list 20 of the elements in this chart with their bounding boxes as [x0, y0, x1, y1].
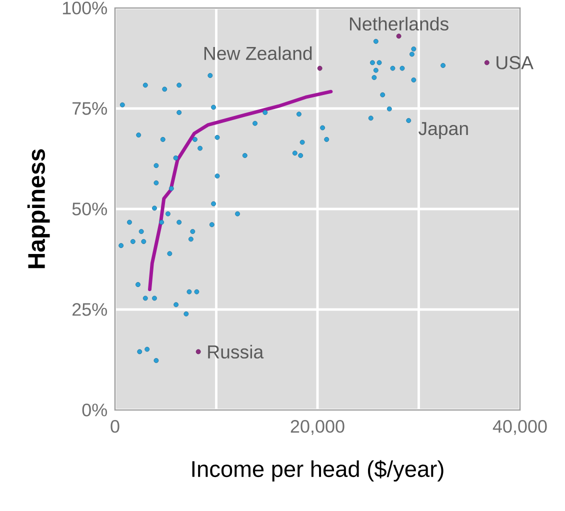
- annotation: Netherlands: [350, 16, 448, 31]
- line-series: [148, 90, 333, 292]
- point: [196, 349, 201, 354]
- y-axis-title: Happiness: [27, 149, 50, 268]
- x-tick-label: 0: [110, 420, 120, 433]
- point: [484, 60, 490, 66]
- x-tick-label: 40,000: [492, 420, 547, 435]
- annotation: USA: [496, 56, 534, 70]
- y-tick-label: 50%: [72, 202, 107, 216]
- y-tick-label: 25%: [72, 303, 107, 316]
- y-tick-label: 0%: [82, 404, 107, 416]
- annotation: Japan: [418, 122, 468, 139]
- annotation: New Zealand: [204, 46, 312, 60]
- x-axis-title: Income per head ($/year): [192, 460, 444, 482]
- y-tick-label: 100%: [62, 2, 107, 14]
- point: [317, 66, 322, 71]
- y-tick-label: 75%: [72, 102, 107, 115]
- point: [396, 34, 402, 39]
- annotation: Russia: [208, 344, 264, 359]
- x-tick-label: 20,000: [290, 420, 344, 435]
